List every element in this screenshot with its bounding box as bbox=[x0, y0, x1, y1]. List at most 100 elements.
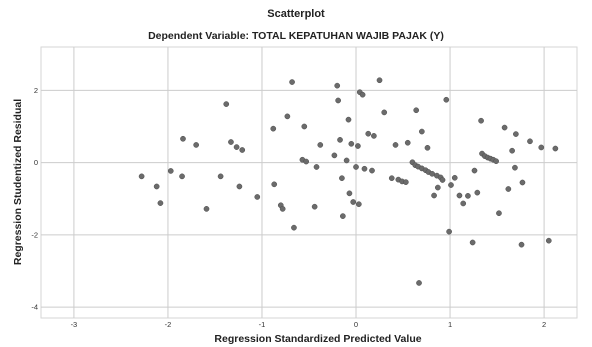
x-tick-label: -2 bbox=[165, 320, 172, 329]
scatter-point bbox=[228, 139, 234, 145]
y-tick-label: -2 bbox=[31, 230, 38, 239]
scatter-point bbox=[359, 91, 366, 98]
scatter-point bbox=[340, 213, 346, 219]
scatter-point bbox=[434, 184, 441, 191]
scatter-point bbox=[509, 147, 515, 154]
scatter-point bbox=[518, 241, 525, 248]
scatter-point bbox=[153, 183, 160, 190]
scatter-point bbox=[369, 167, 375, 174]
scatter-point bbox=[451, 174, 458, 181]
scatter-point bbox=[180, 135, 186, 142]
scatter-point bbox=[301, 123, 308, 130]
gridlines bbox=[41, 47, 577, 318]
scatter-point bbox=[474, 189, 481, 196]
scatter-point bbox=[392, 142, 399, 148]
scatter-point bbox=[313, 164, 320, 170]
scatter-point bbox=[236, 183, 243, 190]
scatter-point bbox=[223, 101, 230, 107]
scatter-point bbox=[416, 280, 422, 286]
scatter-point bbox=[545, 237, 552, 244]
scatter-point bbox=[371, 133, 377, 139]
scatter-point bbox=[429, 170, 436, 177]
scatter-point bbox=[469, 239, 476, 246]
scatter-point bbox=[519, 179, 526, 186]
scatter-point bbox=[505, 186, 512, 192]
scatter-point bbox=[348, 140, 355, 147]
scatter-point bbox=[217, 173, 224, 180]
scatter-point bbox=[303, 158, 310, 165]
scatter-point bbox=[203, 206, 210, 212]
scatter-point bbox=[193, 142, 200, 148]
scatter-point bbox=[233, 144, 240, 150]
scatter-point bbox=[439, 177, 446, 183]
scatter-point bbox=[279, 206, 286, 212]
scatter-point bbox=[413, 107, 420, 114]
x-tick-label: 0 bbox=[354, 320, 358, 329]
scatter-point bbox=[381, 109, 388, 116]
scatter-point bbox=[424, 144, 431, 151]
scatter-point bbox=[443, 96, 450, 103]
x-tick-label: 1 bbox=[448, 320, 452, 329]
scatter-point bbox=[335, 97, 342, 104]
scatter-point bbox=[350, 199, 357, 205]
scatter-point bbox=[355, 201, 362, 208]
scatter-point bbox=[513, 131, 519, 137]
scatter-point bbox=[284, 113, 291, 120]
scatter-point bbox=[403, 179, 409, 185]
scatter-point bbox=[271, 181, 278, 188]
scatter-point bbox=[361, 165, 368, 172]
scatter-point bbox=[239, 147, 246, 153]
scatter-point bbox=[471, 167, 478, 174]
scatter-point bbox=[446, 228, 452, 235]
scatter-point bbox=[493, 158, 499, 165]
y-axis-label: Regression Studentized Residual bbox=[12, 99, 24, 265]
scatter-point bbox=[138, 173, 145, 180]
scatter-point bbox=[355, 143, 361, 149]
x-tick-label: -1 bbox=[259, 320, 266, 329]
scatter-point bbox=[343, 157, 350, 164]
scatter-point bbox=[388, 175, 395, 182]
scatter-point bbox=[460, 200, 467, 207]
scatter-point bbox=[431, 192, 437, 199]
plot-frame bbox=[40, 46, 578, 319]
scatter-point bbox=[157, 200, 164, 206]
scatter-point bbox=[404, 139, 411, 146]
y-tick-label: -4 bbox=[31, 303, 38, 312]
chart-subtitle: Dependent Variable: TOTAL KEPATUHAN WAJI… bbox=[148, 30, 444, 42]
scatter-point bbox=[337, 137, 343, 143]
scatter-point bbox=[331, 152, 338, 159]
scatter-point bbox=[465, 193, 471, 199]
scatter-point bbox=[353, 164, 359, 170]
x-tick-label: 2 bbox=[542, 320, 546, 329]
scatter-point bbox=[254, 194, 261, 200]
scatter-point bbox=[496, 210, 502, 217]
scatter-point bbox=[167, 168, 174, 174]
scatter-point bbox=[179, 173, 185, 180]
scatter-point bbox=[478, 117, 484, 124]
scatter-point bbox=[376, 77, 383, 84]
scatter-point bbox=[291, 224, 297, 231]
scatter-point bbox=[448, 182, 454, 188]
y-tick-label: 2 bbox=[34, 86, 38, 95]
chart-title: Scatterplot bbox=[267, 8, 325, 20]
scatter-point bbox=[289, 79, 295, 85]
scatter-point bbox=[270, 125, 277, 132]
scatter-point bbox=[456, 192, 463, 199]
scatter-point bbox=[346, 190, 353, 197]
scatter-point bbox=[527, 138, 533, 145]
x-axis-label: Regression Standardized Predicted Value bbox=[214, 333, 421, 345]
scatter-point bbox=[345, 116, 352, 123]
scatter-point bbox=[418, 128, 425, 135]
scatter-point bbox=[334, 82, 341, 89]
scatter-point bbox=[552, 145, 559, 152]
x-tick-label: -3 bbox=[71, 320, 78, 329]
scatter-point bbox=[339, 175, 345, 182]
scatter-point bbox=[512, 164, 518, 171]
scatter-point bbox=[311, 203, 318, 210]
scatter-point bbox=[365, 130, 372, 137]
scatter-point bbox=[538, 144, 545, 151]
scatter-point bbox=[317, 142, 324, 148]
y-tick-label: 0 bbox=[34, 158, 38, 167]
scatter-point bbox=[501, 124, 508, 131]
